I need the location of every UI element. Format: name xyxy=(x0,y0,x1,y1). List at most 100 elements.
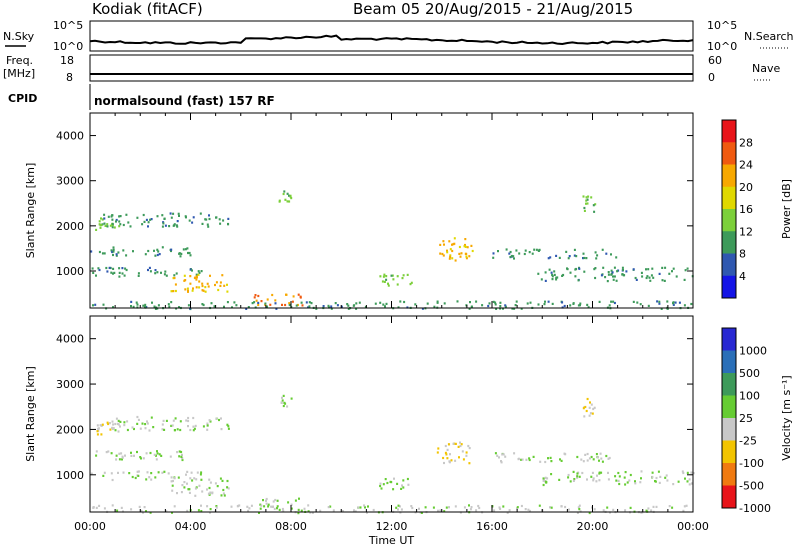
echo-cell xyxy=(301,304,304,307)
echo-cell xyxy=(223,305,225,308)
echo-cell xyxy=(209,491,212,494)
echo-cell xyxy=(149,451,152,455)
echo-cell xyxy=(100,217,102,220)
echo-cell xyxy=(201,303,204,306)
echo-cell xyxy=(449,254,452,257)
echo-cell xyxy=(544,279,547,282)
echo-cell xyxy=(573,248,576,251)
echo-cell xyxy=(169,212,172,215)
echo-cell xyxy=(98,504,101,507)
echo-cell xyxy=(590,455,593,459)
echo-cell xyxy=(549,506,551,509)
echo-cell xyxy=(347,304,350,307)
echo-cell xyxy=(442,456,445,460)
echo-cell xyxy=(146,471,149,474)
echo-cell xyxy=(129,225,132,228)
echo-cell xyxy=(310,302,313,305)
echo-cell xyxy=(446,251,449,254)
echo-cell xyxy=(202,289,205,292)
echo-cell xyxy=(174,283,177,286)
echo-cell xyxy=(137,274,140,277)
echo-cell xyxy=(586,397,589,401)
echo-cell xyxy=(137,418,140,421)
echo-cell xyxy=(218,218,221,221)
echo-cell xyxy=(672,483,675,486)
echo-cell xyxy=(285,293,288,296)
echo-cell xyxy=(355,307,358,310)
echo-cell xyxy=(555,254,558,257)
echo-cell xyxy=(589,412,592,415)
echo-cell xyxy=(445,506,448,509)
echo-cell xyxy=(118,215,121,218)
echo-cell xyxy=(567,476,570,479)
echo-cell xyxy=(106,223,109,226)
echo-cell xyxy=(101,218,104,221)
panel-frame xyxy=(89,112,694,309)
echo-region xyxy=(95,450,184,462)
echo-cell xyxy=(140,509,143,512)
echo-cell xyxy=(598,459,600,462)
echo-cell xyxy=(471,249,474,253)
echo-cell xyxy=(460,252,463,255)
echo-cell xyxy=(513,307,516,310)
echo-cell xyxy=(437,509,439,512)
echo-cell xyxy=(589,401,591,404)
echo-cell xyxy=(266,305,268,308)
echo-cell xyxy=(464,238,467,241)
echo-cell xyxy=(290,197,293,200)
echo-cell xyxy=(274,302,277,305)
echo-cell xyxy=(187,416,190,420)
echo-cell xyxy=(433,305,436,308)
echo-cell xyxy=(96,430,99,433)
echo-cell xyxy=(199,212,202,215)
colorbar-tick-label: -100 xyxy=(739,457,764,470)
echo-region xyxy=(492,248,618,260)
echo-cell xyxy=(499,507,502,510)
echo-cell xyxy=(498,506,501,509)
echo-cell xyxy=(253,296,256,299)
echo-cell xyxy=(592,204,595,207)
echo-cell xyxy=(144,253,147,256)
echo-cell xyxy=(186,470,189,473)
echo-cell xyxy=(329,505,332,508)
echo-cell xyxy=(210,302,213,305)
echo-cell xyxy=(253,301,256,304)
echo-cell xyxy=(255,299,258,302)
echo-cell xyxy=(671,506,674,509)
nsky-trace xyxy=(89,34,694,46)
echo-cell xyxy=(113,271,116,274)
echo-cell xyxy=(592,477,595,480)
echo-cell xyxy=(187,251,189,255)
echo-cell xyxy=(207,285,210,288)
echo-cell xyxy=(604,276,607,279)
echo-cell xyxy=(569,271,572,274)
echo-cell xyxy=(524,508,527,511)
echo-cell xyxy=(446,448,449,451)
echo-cell xyxy=(151,301,153,304)
echo-cell xyxy=(600,457,603,460)
echo-cell xyxy=(652,505,655,508)
echo-cell xyxy=(672,302,674,305)
echo-cell xyxy=(303,507,306,510)
echo-cell xyxy=(170,301,173,304)
echo-cell xyxy=(109,224,112,227)
echo-cell xyxy=(178,306,180,309)
echo-cell xyxy=(125,213,128,216)
y-tick-label: 4000 xyxy=(56,130,84,143)
echo-cell xyxy=(181,484,184,487)
echo-cell xyxy=(594,276,597,280)
echo-cell xyxy=(207,225,210,228)
echo-cell xyxy=(560,505,563,508)
echo-cell xyxy=(607,471,609,474)
echo-cell xyxy=(594,251,597,254)
echo-cell xyxy=(227,425,230,428)
echo-cell xyxy=(586,478,588,481)
echo-cell xyxy=(618,475,621,478)
echo-cell xyxy=(231,306,233,309)
echo-cell xyxy=(307,504,310,507)
echo-cell xyxy=(282,404,285,408)
echo-cell xyxy=(177,212,180,215)
echo-cell xyxy=(692,472,695,475)
echo-cell xyxy=(576,475,579,478)
echo-cell xyxy=(104,224,107,227)
